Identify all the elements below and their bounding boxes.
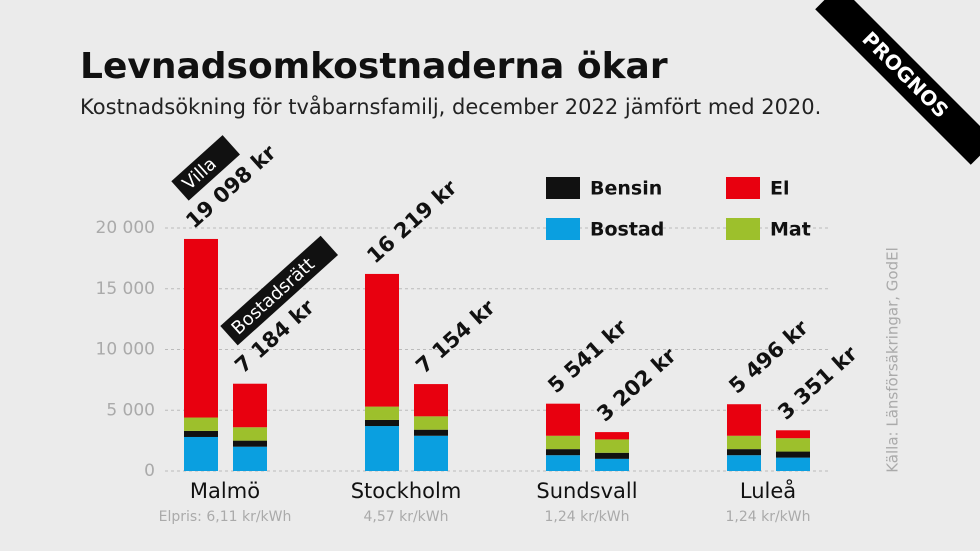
bar-segment [233, 440, 267, 447]
bar-segment [184, 238, 218, 418]
bar-segment [414, 435, 448, 471]
annotation-box [171, 135, 240, 201]
bar-segment [546, 403, 580, 436]
legend-swatch [546, 218, 580, 240]
legend-label: El [770, 178, 790, 200]
bar-segment [184, 430, 218, 437]
bar-segment [727, 455, 761, 471]
legend-label: Mat [770, 219, 811, 241]
bar-segment [776, 430, 810, 439]
bar-segment [365, 406, 399, 420]
group-label: Malmö [190, 479, 260, 503]
bar-segment [727, 404, 761, 436]
chart-subtitle: Kostnadsökning för tvåbarnsfamilj, decem… [80, 94, 821, 119]
group-note: 1,24 kr/kWh [725, 509, 810, 525]
legend-label: Bostad [590, 219, 664, 241]
group-note: Elpris: 6,11 kr/kWh [159, 509, 292, 525]
bar-segment [546, 435, 580, 450]
legend-swatch [546, 177, 580, 199]
ribbon-band [815, 0, 980, 165]
bar-segment [546, 455, 580, 471]
bar-segment [184, 417, 218, 431]
legend-label: Bensin [590, 178, 662, 200]
legend-swatch [726, 177, 760, 199]
group-label: Luleå [740, 478, 796, 503]
bar-segment [233, 383, 267, 428]
y-tick-label: 5 000 [106, 400, 155, 420]
y-tick-label: 0 [144, 461, 155, 481]
bar-segment [233, 446, 267, 471]
annotation-box [220, 235, 339, 346]
bar-segment [365, 426, 399, 471]
bar-segment [595, 432, 629, 440]
bar-segment [365, 419, 399, 427]
bar-segment [776, 438, 810, 452]
bar-segment [776, 457, 810, 471]
legend-swatch [726, 218, 760, 240]
bar-segment [546, 449, 580, 456]
bar-segment [595, 452, 629, 459]
y-tick-label: 15 000 [96, 279, 155, 299]
y-tick-label: 10 000 [96, 340, 155, 360]
bar-segment [414, 416, 448, 430]
bar-segment [233, 427, 267, 441]
group-note: 4,57 kr/kWh [363, 509, 448, 525]
group-note: 1,24 kr/kWh [544, 509, 629, 525]
bar-segment [727, 449, 761, 456]
chart-title: Levnadsomkostnaderna ökar [80, 46, 668, 87]
bar-segment [776, 451, 810, 458]
source: Källa: Länsförsäkringar, GodEl [884, 247, 902, 473]
bar-segment [727, 435, 761, 450]
bar-segment [184, 436, 218, 471]
bar-segment [414, 429, 448, 436]
bar-segment [365, 273, 399, 407]
group-label: Stockholm [351, 479, 462, 503]
bar-segment [595, 439, 629, 453]
y-tick-label: 20 000 [96, 218, 155, 238]
bar-segment [414, 384, 448, 417]
bar-segment [595, 458, 629, 471]
group-label: Sundsvall [536, 479, 637, 503]
